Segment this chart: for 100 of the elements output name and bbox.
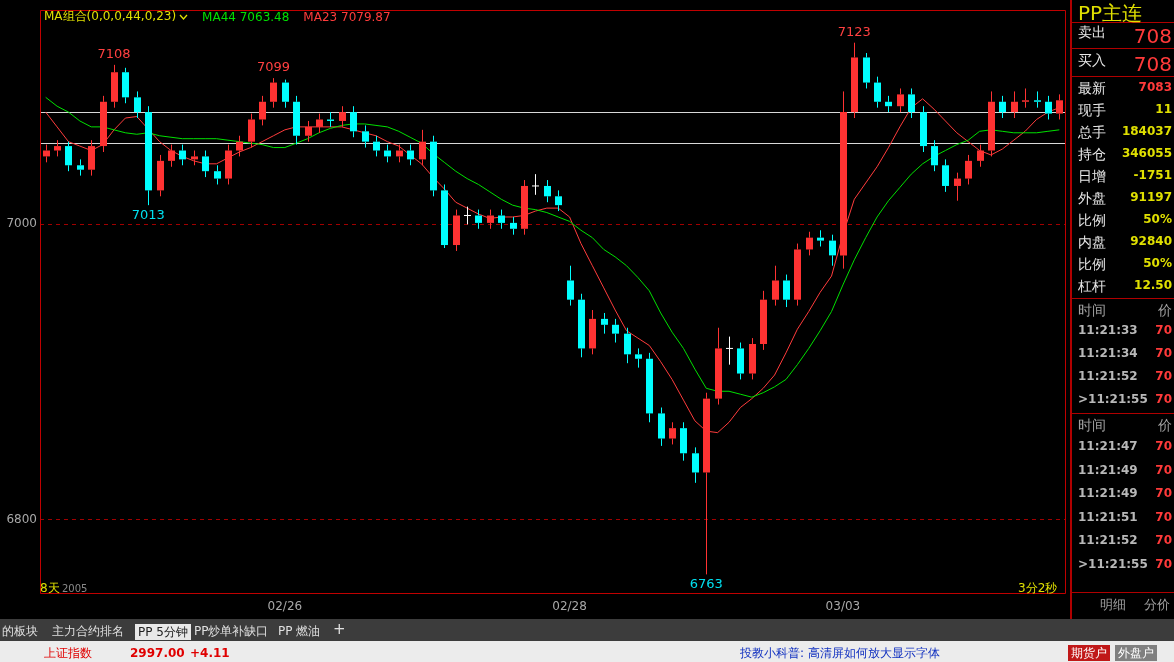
text: 投教小科普: 高清屏如何放大显示字体 xyxy=(740,646,940,660)
text: 70 xyxy=(1155,369,1172,383)
candlestick xyxy=(77,158,84,177)
text: +4.11 xyxy=(190,646,230,660)
text: 346055 xyxy=(1121,146,1172,160)
candlestick xyxy=(88,139,95,177)
text: PP炒单补缺口 xyxy=(194,624,269,638)
candlestick xyxy=(339,105,346,128)
candlestick xyxy=(248,113,255,149)
x-tick-label: 02/28 xyxy=(552,598,587,613)
text: 时间 xyxy=(1078,302,1106,320)
y-tick-label: 7000 xyxy=(6,216,37,231)
text: 184037 xyxy=(1121,124,1172,138)
candlestick xyxy=(521,179,528,236)
text: 708 xyxy=(1133,24,1172,48)
candlestick xyxy=(316,113,323,134)
candlestick xyxy=(589,309,596,355)
text: 70 xyxy=(1155,486,1172,501)
candlestick xyxy=(157,154,164,197)
candlestick xyxy=(715,327,722,406)
text: 价 xyxy=(1158,417,1172,435)
annotation: 6763 xyxy=(689,576,723,592)
candlestick xyxy=(487,209,494,230)
text: 11:21:49 xyxy=(1078,486,1138,501)
candlestick xyxy=(270,77,277,109)
candlestick xyxy=(122,67,129,104)
text: 卖出 xyxy=(1078,24,1106,42)
candlestick xyxy=(920,105,927,153)
annotation: 7013 xyxy=(131,207,165,223)
candlestick xyxy=(749,337,756,380)
text: 最新 xyxy=(1078,80,1106,98)
candlestick xyxy=(305,120,312,143)
text: 内盘 xyxy=(1078,234,1106,252)
candlestick xyxy=(236,135,243,157)
candlestick xyxy=(350,105,357,138)
candlestick xyxy=(441,183,448,249)
text: 买入 xyxy=(1078,52,1106,70)
text: 91197 xyxy=(1130,190,1172,204)
text: 比例 xyxy=(1078,212,1106,230)
candlestick xyxy=(897,87,904,113)
candlestick xyxy=(475,209,482,230)
text: 外盘户 xyxy=(1115,645,1157,661)
candlestick xyxy=(145,105,152,206)
text: 70 xyxy=(1155,509,1172,524)
candlestick xyxy=(111,64,118,109)
text: 持仓 xyxy=(1078,146,1106,164)
candlestick xyxy=(168,144,175,168)
candlestick xyxy=(419,129,426,166)
candlestick xyxy=(829,234,836,267)
text: 外盘 xyxy=(1078,190,1106,208)
annotation: 8天 xyxy=(40,580,60,597)
text: 主力合约排名 xyxy=(52,624,124,638)
candlestick xyxy=(817,229,824,248)
candlestick xyxy=(1045,95,1052,120)
x-tick-label: 03/03 xyxy=(825,598,861,613)
text: PP 5分钟 xyxy=(135,624,191,640)
candlestick xyxy=(1034,90,1041,109)
text: 70 xyxy=(1155,533,1172,548)
candlestick xyxy=(692,446,699,484)
text: 50% xyxy=(1143,256,1172,270)
candlestick xyxy=(931,139,938,172)
candlestick xyxy=(555,189,562,212)
candlestick xyxy=(624,327,631,364)
candlestick xyxy=(453,209,460,252)
text: 总手 xyxy=(1078,124,1106,142)
candlestick xyxy=(760,290,767,351)
candlestick xyxy=(635,347,642,369)
text: 时间 xyxy=(1078,417,1106,435)
candlestick xyxy=(863,52,870,89)
text: 708 xyxy=(1133,52,1172,76)
candlestick xyxy=(544,179,551,203)
text: PP主连 xyxy=(1078,0,1143,25)
candlestick xyxy=(54,139,61,157)
text: 11:21:49 xyxy=(1078,462,1138,477)
candlestick xyxy=(783,274,790,308)
text: 杠杆 xyxy=(1078,278,1106,296)
text: 11 xyxy=(1155,102,1172,116)
candlestick xyxy=(794,243,801,307)
candlestick xyxy=(373,135,380,157)
candlestick xyxy=(214,164,221,185)
text: 12.50 xyxy=(1134,278,1172,292)
text: 价 xyxy=(1158,302,1172,320)
candlestick xyxy=(1022,87,1029,109)
candlestick xyxy=(680,421,687,462)
candlestick xyxy=(282,79,289,109)
text: PP 燃油 xyxy=(278,624,321,638)
text: + xyxy=(333,620,346,638)
candlestick xyxy=(851,42,858,119)
text: 7083 xyxy=(1138,80,1172,94)
text: >11:21:55 xyxy=(1078,557,1148,571)
candlestick xyxy=(772,265,779,307)
candlestick xyxy=(65,141,72,172)
text: MA23 7079.87 xyxy=(303,9,391,24)
text: MA44 7063.48 xyxy=(202,9,290,24)
text: 明细 xyxy=(1100,596,1126,614)
text: -1751 xyxy=(1133,168,1172,182)
text: 11:21:34 xyxy=(1078,346,1138,360)
candlestick xyxy=(954,172,961,202)
annotation: 2005 xyxy=(62,583,88,594)
candlestick xyxy=(612,318,619,344)
